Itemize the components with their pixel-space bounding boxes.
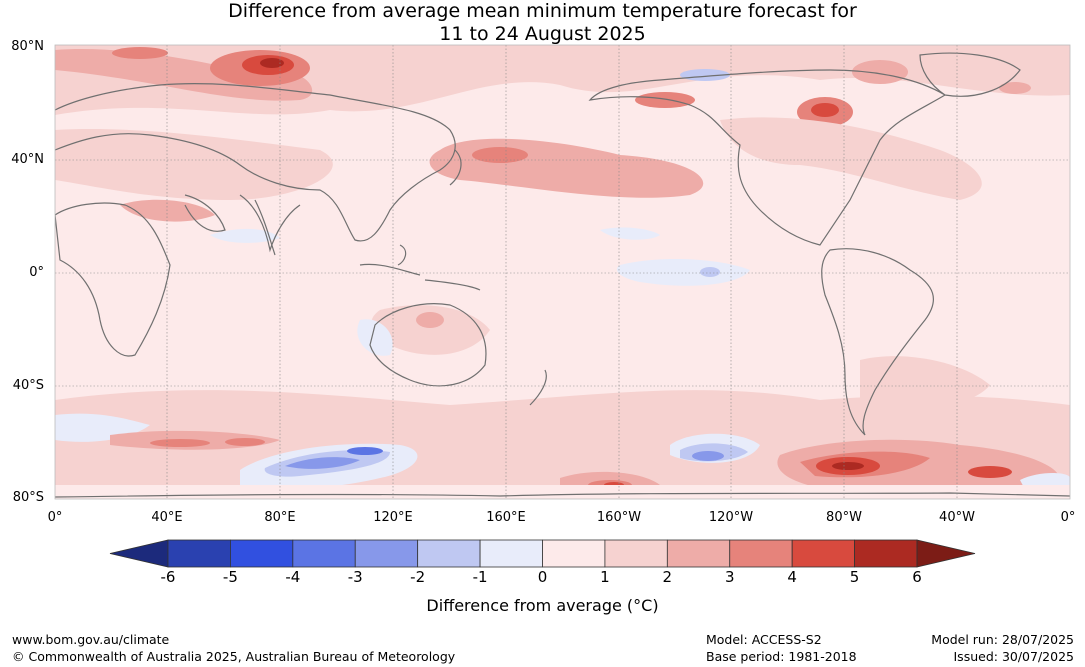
colorbar-tick-label: -3: [347, 568, 363, 586]
colorbar-tick-label: 3: [724, 568, 735, 586]
colorbar-segment: [542, 539, 606, 568]
lat-label-80n: 80°N: [11, 39, 44, 54]
colorbar-segment: [854, 539, 918, 568]
colorbar-segment: [479, 539, 543, 568]
base-period-text: Base period: 1981-2018: [706, 649, 857, 664]
lon-label-160e: 160°E: [486, 510, 526, 525]
colorbar-segment: [666, 539, 731, 568]
footer-dates: Model run: 28/07/2025 Issued: 30/07/2025: [931, 631, 1074, 665]
colorbar-tick-label: 1: [600, 568, 610, 586]
colorbar-extend-high: [916, 539, 976, 568]
lat-label-40s: 40°S: [12, 378, 44, 393]
lat-label-40n: 40°N: [11, 152, 44, 167]
colorbar-extend-low: [109, 539, 169, 568]
colorbar-tick-label: 2: [662, 568, 673, 586]
colorbar-tick-label: -2: [410, 568, 426, 586]
title-line-2: 11 to 24 August 2025: [439, 23, 646, 45]
colorbar-tick-label: -5: [222, 568, 238, 586]
lon-label-80w: 80°W: [826, 510, 862, 525]
lon-label-0-right: 0°: [1060, 510, 1076, 525]
colorbar-tick-label: -6: [160, 568, 176, 586]
title-line-1: Difference from average mean minimum tem…: [228, 0, 857, 22]
chart-title: Difference from average mean minimum tem…: [0, 0, 1085, 46]
colorbar-segment: [354, 539, 419, 568]
coastlines: [55, 52, 1070, 498]
colorbar-tick-label: 6: [912, 568, 922, 586]
model-text: Model: ACCESS-S2: [706, 632, 822, 647]
lon-label-120e: 120°E: [373, 510, 413, 525]
lat-label-80s: 80°S: [12, 490, 44, 505]
colorbar-segment: [292, 539, 356, 568]
website-link[interactable]: www.bom.gov.au/climate: [12, 632, 170, 647]
colorbar-segment: [230, 539, 294, 568]
issued-text: Issued: 30/07/2025: [953, 649, 1075, 664]
map-border: [54, 44, 1071, 500]
model-run-text: Model run: 28/07/2025: [931, 632, 1074, 647]
lon-label-0-left: 0°: [47, 510, 63, 525]
lon-label-120w: 120°W: [708, 510, 754, 525]
lon-label-160w: 160°W: [596, 510, 642, 525]
map-panel: 80°N 40°N 0° 40°S 80°S 0° 40°E 80°E 120°…: [11, 39, 1076, 525]
lon-label-40w: 40°W: [939, 510, 975, 525]
footer-model-info: Model: ACCESS-S2 Base period: 1981-2018: [706, 631, 857, 665]
lon-label-80e: 80°E: [264, 510, 296, 525]
anomaly-map: [54, 44, 1071, 500]
footer-left: www.bom.gov.au/climate © Commonwealth of…: [12, 631, 455, 665]
copyright-text: © Commonwealth of Australia 2025, Austra…: [12, 649, 456, 664]
colorbar-segment: [729, 539, 793, 568]
colorbar: -6 -5 -4 -3 -2 -1 0 1 2 3 4 5 6 Difference from aver…: [109, 539, 976, 615]
colorbar-tick-label: 0: [537, 568, 548, 586]
colorbar-graphic: [109, 539, 976, 568]
colorbar-tick-label: -1: [472, 568, 488, 586]
colorbar-tick-label: -4: [285, 568, 301, 586]
colorbar-segment: [604, 539, 668, 568]
lat-label-0: 0°: [29, 265, 44, 280]
colorbar-tick-label: 4: [787, 568, 797, 586]
colorbar-label: Difference from average (°C): [426, 596, 659, 615]
colorbar-segment: [167, 539, 231, 568]
colorbar-segment: [791, 539, 855, 568]
lon-label-40e: 40°E: [151, 510, 183, 525]
colorbar-tick-label: 5: [849, 568, 860, 586]
colorbar-segment: [417, 539, 481, 568]
graticule: [55, 45, 1070, 499]
